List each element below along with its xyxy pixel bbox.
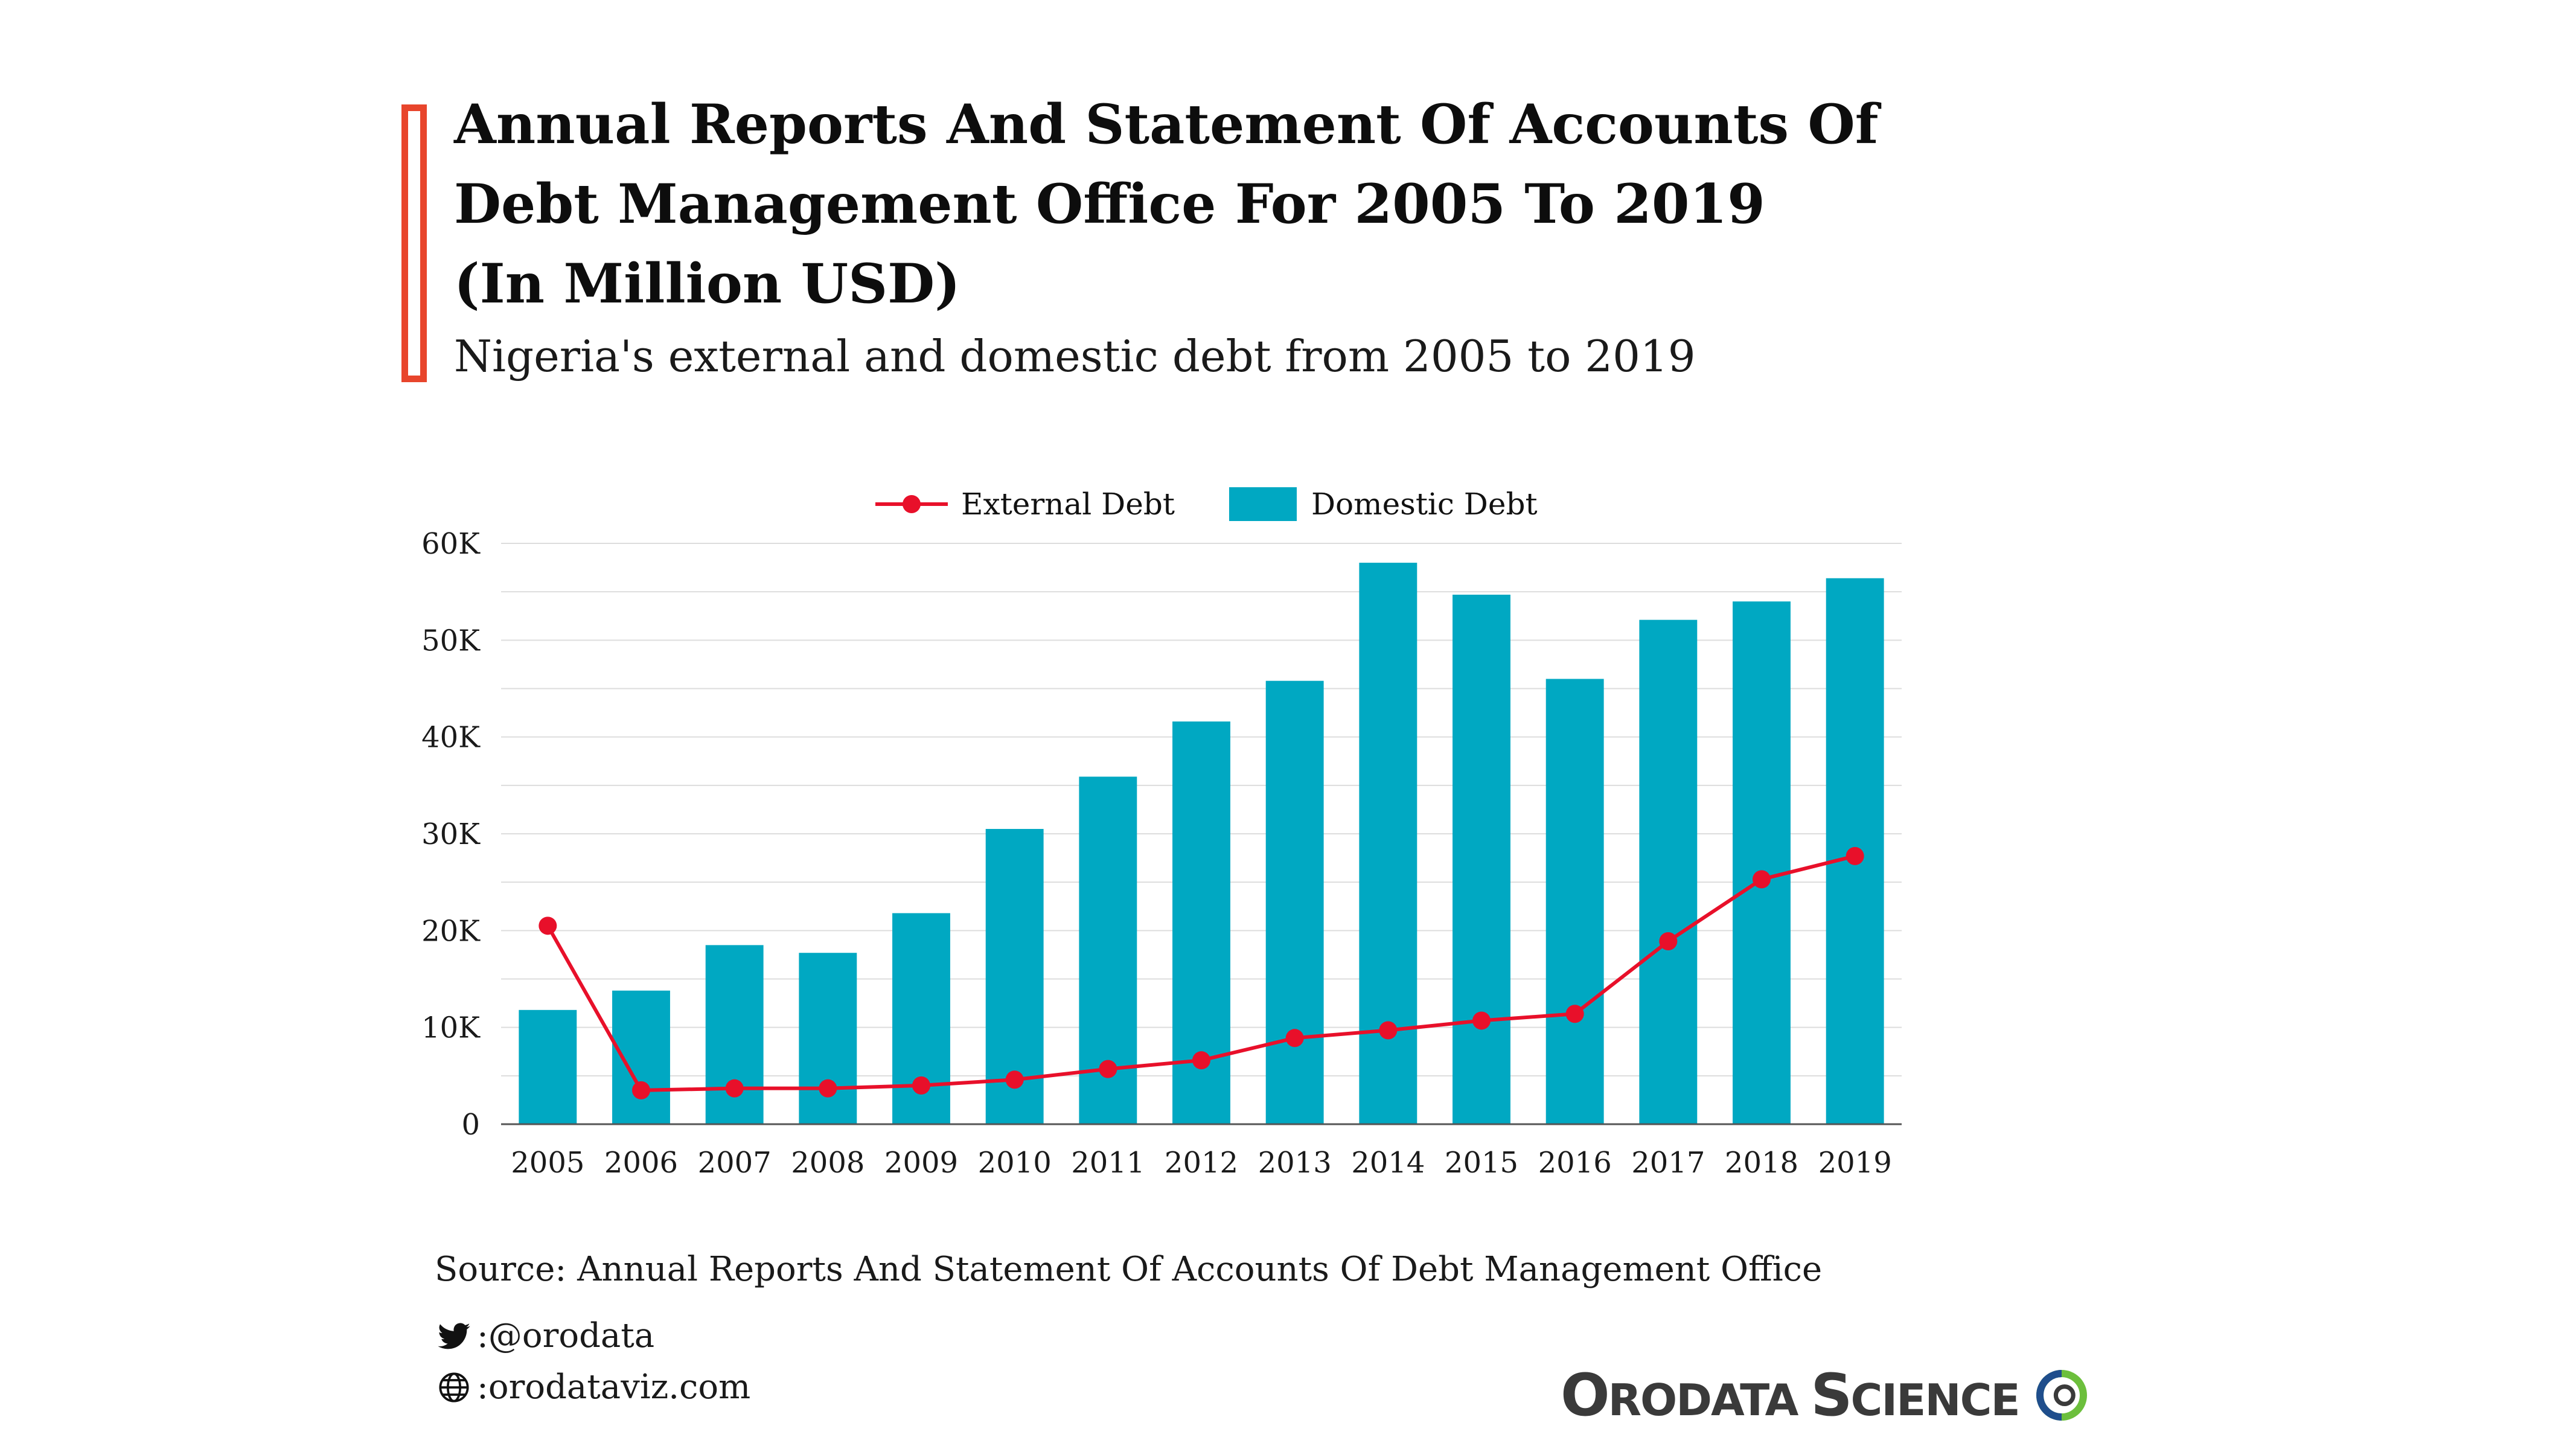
twitter-handle-text: :@orodata <box>477 1316 655 1355</box>
x-tick-label: 2018 <box>1725 1146 1798 1180</box>
logo-initial-s: S <box>1811 1361 1852 1429</box>
label-layer: 0 10K 20K 30K 40K 50K 60K 2005 2006 2007 2008 2009 2… <box>421 527 1892 1180</box>
logo-word-orodata: O RODATA <box>1561 1361 1799 1429</box>
source-note: Source: Annual Reports And Statement Of … <box>435 1250 1823 1289</box>
x-tick-label: 2008 <box>791 1146 865 1180</box>
y-tick-label: 20K <box>421 914 481 948</box>
logo-rest-orodata: RODATA <box>1608 1375 1799 1425</box>
logo-word-science: S CIENCE <box>1811 1361 2021 1429</box>
title-line-1: Annual Reports And Statement Of Accounts… <box>454 92 1879 156</box>
point-external-2018 <box>1753 870 1771 889</box>
x-tick-label: 2014 <box>1351 1146 1425 1180</box>
bar-domestic-2013 <box>1265 680 1324 1124</box>
logo-rest-science: CIENCE <box>1850 1375 2021 1425</box>
x-tick-label: 2019 <box>1818 1146 1892 1180</box>
bar-domestic-2015 <box>1453 594 1510 1124</box>
chart-title: Annual Reports And Statement Of Accounts… <box>454 85 2084 324</box>
point-external-2015 <box>1472 1011 1491 1030</box>
point-external-2016 <box>1565 1005 1584 1023</box>
legend-label-external: External Debt <box>961 487 1175 522</box>
point-external-2012 <box>1192 1051 1210 1070</box>
title-line-3: (In Million USD) <box>454 252 960 316</box>
twitter-bird-icon <box>438 1322 470 1349</box>
x-tick-label: 2012 <box>1165 1146 1238 1180</box>
point-external-2011 <box>1099 1060 1117 1078</box>
bar-domestic-2017 <box>1639 619 1698 1124</box>
legend-label-domestic: Domestic Debt <box>1311 487 1538 522</box>
legend-line-marker <box>875 495 948 513</box>
x-tick-label: 2013 <box>1258 1146 1332 1180</box>
x-tick-label: 2017 <box>1631 1146 1705 1180</box>
y-tick-label: 60K <box>421 527 481 561</box>
bar-domestic-2008 <box>799 953 857 1124</box>
logo-initial-o: O <box>1561 1361 1610 1429</box>
point-external-2009 <box>912 1076 930 1095</box>
point-external-2006 <box>632 1081 650 1099</box>
chart-subtitle: Nigeria's external and domestic debt fro… <box>454 331 1696 382</box>
x-tick-label: 2015 <box>1445 1146 1518 1180</box>
x-tick-label: 2011 <box>1071 1146 1145 1180</box>
legend-item-domestic: Domestic Debt <box>1229 487 1538 522</box>
website-text: :orodataviz.com <box>477 1367 751 1407</box>
title-line-2: Debt Management Office For 2005 To 2019 <box>454 172 1765 236</box>
x-tick-label: 2005 <box>511 1146 584 1180</box>
x-tick-label: 2006 <box>604 1146 678 1180</box>
y-tick-label: 40K <box>421 721 481 755</box>
y-tick-label: 0 <box>461 1108 480 1142</box>
bar-domestic-2005 <box>519 1009 577 1124</box>
globe-icon <box>439 1372 469 1403</box>
x-tick-label: 2016 <box>1538 1146 1612 1180</box>
title-accent-bar <box>401 104 427 382</box>
y-tick-label: 30K <box>421 817 481 851</box>
point-external-2010 <box>1005 1070 1024 1089</box>
bar-domestic-2018 <box>1733 601 1791 1124</box>
y-tick-label: 10K <box>421 1011 481 1045</box>
chart-legend: External Debt Domestic Debt <box>875 477 1592 531</box>
legend-bar-swatch <box>1229 487 1297 521</box>
bar-layer <box>501 563 1902 1125</box>
logo-ring-icon <box>2036 1370 2087 1421</box>
x-tick-label: 2007 <box>698 1146 772 1180</box>
bar-domestic-2016 <box>1545 679 1604 1124</box>
point-external-2005 <box>539 916 557 935</box>
point-external-2008 <box>819 1079 837 1098</box>
orodata-science-logo: O RODATA S CIENCE <box>1561 1361 2091 1429</box>
legend-item-external: External Debt <box>875 487 1175 522</box>
x-tick-label: 2010 <box>978 1146 1052 1180</box>
point-external-2014 <box>1379 1021 1398 1040</box>
bar-domestic-2014 <box>1359 563 1417 1124</box>
twitter-handle[interactable]: :@orodata <box>435 1316 654 1355</box>
point-external-2013 <box>1285 1029 1304 1048</box>
point-layer <box>539 846 1864 1099</box>
website-link[interactable]: :orodataviz.com <box>435 1367 750 1407</box>
x-tick-label: 2009 <box>884 1146 958 1180</box>
point-external-2007 <box>725 1079 744 1098</box>
point-external-2019 <box>1846 846 1864 865</box>
point-external-2017 <box>1659 932 1678 950</box>
y-tick-label: 50K <box>421 624 481 657</box>
